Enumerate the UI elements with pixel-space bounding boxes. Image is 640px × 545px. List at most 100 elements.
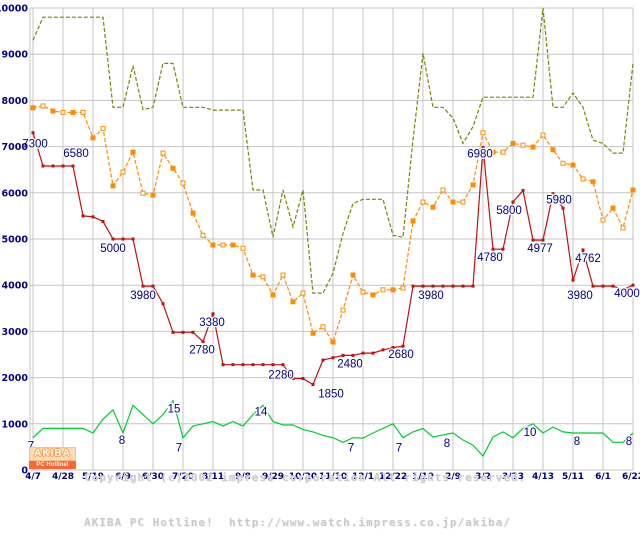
marker-orange-dashed-mid [70,109,76,115]
marker-orange-dashed-mid [170,165,176,171]
marker-orange-dashed-mid [280,272,286,278]
point-value-label: 6980 [467,149,493,161]
marker-red-solid-low [631,283,635,287]
point-value-label: 4000 [614,288,640,300]
marker-red-solid-low [491,247,495,251]
marker-red-solid-low [421,284,425,288]
marker-orange-dashed-mid [350,272,356,278]
marker-orange-dashed-mid [160,150,166,156]
marker-red-solid-low [351,353,355,357]
x-tick-label: 6/22 [622,472,640,480]
point-value-label: 14 [255,406,268,418]
marker-orange-dashed-mid [580,176,586,182]
x-tick-label: 4/13 [532,472,554,480]
marker-orange-dashed-mid [430,204,436,210]
marker-orange-dashed-mid [570,162,576,168]
x-tick-label: 2/9 [445,472,461,480]
marker-orange-dashed-mid [320,324,326,330]
marker-red-solid-low [191,330,195,334]
marker-red-solid-low [601,284,605,288]
x-tick-label: 8/11 [202,472,224,480]
marker-red-solid-low [321,358,325,362]
x-tick-label: 5/19 [82,472,104,480]
marker-red-solid-low [591,284,595,288]
marker-orange-dashed-mid [390,287,396,293]
marker-orange-dashed-mid [230,242,236,248]
marker-orange-dashed-mid [490,149,496,155]
copyright-line1: Copyright (c)2002 impress corporation Al… [84,471,527,484]
x-tick-label: 9/8 [235,472,251,480]
copyright-line2: AKIBA PC Hotline! http://www.watch.impre… [84,516,511,529]
marker-orange-dashed-mid [340,307,346,313]
x-tick-label: 6/30 [142,472,164,480]
marker-red-solid-low [151,284,155,288]
y-tick-label: 5000 [2,235,29,246]
marker-orange-dashed-mid [610,205,616,211]
point-value-label: 8 [626,436,632,448]
point-value-label: 7300 [22,139,48,151]
y-tick-label: 6000 [2,188,29,199]
marker-red-solid-low [411,284,415,288]
x-tick-label: 4/28 [52,472,74,480]
point-value-label: 2780 [189,345,215,357]
marker-orange-dashed-mid [50,108,56,114]
marker-red-solid-low [611,284,615,288]
marker-red-solid-low [171,330,175,334]
marker-red-solid-low [211,312,215,316]
marker-red-solid-low [571,278,575,282]
copyright-watermark: Copyright (c)2002 impress corporation Al… [84,440,526,545]
marker-red-solid-low [71,164,75,168]
marker-orange-dashed-mid [200,232,206,238]
pc-hotline-logo-text: PC Hotline! [29,461,76,469]
marker-orange-dashed-mid [210,242,216,248]
akiba-logo-text: AKIBA [29,447,76,461]
marker-orange-dashed-mid [380,287,386,293]
marker-orange-dashed-mid [440,187,446,193]
marker-orange-dashed-mid [330,339,336,345]
y-tick-label: 3000 [2,327,29,338]
marker-red-solid-low [181,330,185,334]
y-tick-label: 0 [21,466,28,477]
marker-red-solid-low [451,284,455,288]
y-tick-label: 8000 [2,96,29,107]
marker-orange-dashed-mid [300,290,306,296]
marker-red-solid-low [161,302,165,306]
marker-red-solid-low [481,146,485,150]
point-value-label: 5000 [100,243,126,255]
marker-orange-dashed-mid [80,109,86,115]
y-tick-label: 4000 [2,281,29,292]
marker-red-solid-low [561,206,565,210]
marker-red-solid-low [271,363,275,367]
y-tick-label: 7000 [2,142,29,153]
marker-orange-dashed-mid [450,199,456,205]
price-history-chart: 7300 6580 5000 3980 2780 3380 2280 1850 2480 2680… [0,4,640,481]
marker-orange-dashed-mid [370,292,376,298]
point-value-label: 7 [28,441,34,453]
marker-orange-dashed-mid [260,274,266,280]
y-tick-label: 10000 [0,4,28,15]
marker-orange-dashed-mid [250,272,256,278]
marker-red-solid-low [551,192,555,196]
point-value-label: 8 [574,436,580,448]
marker-red-solid-low [201,340,205,344]
marker-red-solid-low [541,238,545,242]
marker-red-solid-low [431,284,435,288]
marker-orange-dashed-mid [30,105,36,111]
point-value-label: 7 [396,443,402,455]
marker-orange-dashed-mid [90,135,96,141]
marker-red-solid-low [41,164,45,168]
point-value-label: 2680 [388,349,414,361]
marker-orange-dashed-mid [550,147,556,153]
x-tick-label: 12/1 [352,472,374,480]
marker-red-solid-low [531,238,535,242]
marker-red-solid-low [441,284,445,288]
marker-red-solid-low [311,383,315,387]
marker-orange-dashed-mid [40,103,46,109]
series-line-olive-dashed-high [32,7,634,294]
marker-orange-dashed-mid [470,182,476,188]
marker-orange-dashed-mid [120,169,126,175]
x-tick-label: 11/10 [319,472,347,480]
marker-orange-dashed-mid [270,292,276,298]
marker-orange-dashed-mid [620,225,626,231]
point-value-label: 7 [176,443,182,455]
